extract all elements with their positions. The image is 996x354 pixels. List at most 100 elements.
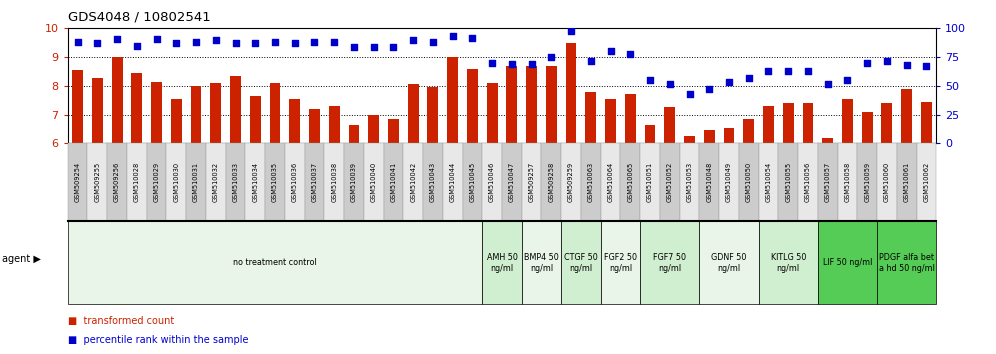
Text: GSM510048: GSM510048 [706,162,712,202]
Point [741,75,757,81]
Point [681,91,697,97]
Text: ■  percentile rank within the sample: ■ percentile rank within the sample [68,335,248,345]
Text: GSM510043: GSM510043 [430,162,436,202]
Bar [566,43,577,143]
Point [90,40,106,46]
Point [307,39,323,45]
Text: GSM510054: GSM510054 [766,162,772,202]
Point [583,58,599,63]
Point [227,40,243,46]
Bar [506,66,517,143]
Bar [92,78,103,143]
Text: GSM509257: GSM509257 [529,162,535,202]
Text: GSM510039: GSM510039 [351,162,357,202]
Bar [210,83,221,143]
Text: GSM510057: GSM510057 [825,162,831,202]
Text: GSM510036: GSM510036 [292,162,298,202]
Point [70,39,86,45]
FancyBboxPatch shape [877,221,936,304]
Bar [624,95,635,143]
Text: KITLG 50
ng/ml: KITLG 50 ng/ml [771,253,806,273]
Bar [487,83,498,143]
Point [405,37,421,43]
FancyBboxPatch shape [601,221,640,304]
Text: GSM509259: GSM509259 [568,162,574,202]
Point [327,39,343,45]
Bar [349,125,360,143]
Bar [388,119,398,143]
Point [524,61,540,67]
Bar [151,81,162,143]
Bar [329,106,340,143]
Text: GSM510028: GSM510028 [133,162,139,202]
FancyBboxPatch shape [522,221,561,304]
Point [188,39,204,45]
Bar [289,99,300,143]
Point [721,80,737,85]
Text: GSM510037: GSM510037 [312,162,318,202]
Point [148,36,164,41]
Text: GDS4048 / 10802541: GDS4048 / 10802541 [68,11,210,24]
Bar [250,96,261,143]
Text: no treatment control: no treatment control [233,258,317,267]
Text: PDGF alfa bet
a hd 50 ng/ml: PDGF alfa bet a hd 50 ng/ml [878,253,934,273]
Text: FGF2 50
ng/ml: FGF2 50 ng/ml [604,253,636,273]
Point [898,62,914,68]
Point [287,40,303,46]
Point [603,48,619,54]
Point [761,68,777,74]
Bar [664,107,675,143]
Bar [684,136,695,143]
Bar [171,99,181,143]
Point [208,37,224,43]
Bar [309,109,320,143]
Bar [783,103,794,143]
Text: GSM510046: GSM510046 [489,162,495,202]
Point [346,44,362,50]
FancyBboxPatch shape [759,221,818,304]
Text: GSM510035: GSM510035 [272,162,278,202]
Point [366,44,381,50]
Text: GSM510030: GSM510030 [173,162,179,202]
Text: GSM510052: GSM510052 [666,162,672,202]
Point [504,61,520,67]
Bar [901,89,912,143]
Bar [369,115,379,143]
Point [701,86,717,92]
Bar [131,73,142,143]
Point [878,58,894,63]
Bar [644,125,655,143]
Text: GSM510065: GSM510065 [627,162,633,202]
Text: GSM510060: GSM510060 [883,162,889,202]
Point [464,35,480,40]
Bar [467,69,478,143]
Text: GSM510038: GSM510038 [332,162,338,202]
Bar [606,99,616,143]
Text: AMH 50
ng/ml: AMH 50 ng/ml [487,253,517,273]
Bar [72,70,83,143]
Text: GSM510041: GSM510041 [390,162,396,202]
Bar [270,83,281,143]
FancyBboxPatch shape [561,221,601,304]
Text: GSM510056: GSM510056 [805,162,811,202]
FancyBboxPatch shape [699,221,759,304]
Text: GSM510051: GSM510051 [647,162,653,202]
Bar [803,103,814,143]
Point [563,28,579,34]
Text: GSM510034: GSM510034 [252,162,258,202]
Text: GSM510032: GSM510032 [213,162,219,202]
Text: FGF7 50
ng/ml: FGF7 50 ng/ml [653,253,686,273]
Point [385,44,401,50]
Bar [230,76,241,143]
Bar [407,84,418,143]
Point [622,51,638,57]
Text: GSM510033: GSM510033 [232,162,238,202]
Text: BMP4 50
ng/ml: BMP4 50 ng/ml [524,253,559,273]
Text: GSM510061: GSM510061 [903,162,909,202]
Text: GSM509254: GSM509254 [75,162,81,202]
Text: GSM510049: GSM510049 [726,162,732,202]
Bar [546,66,557,143]
Bar [704,130,715,143]
Bar [112,57,123,143]
Point [780,68,796,74]
